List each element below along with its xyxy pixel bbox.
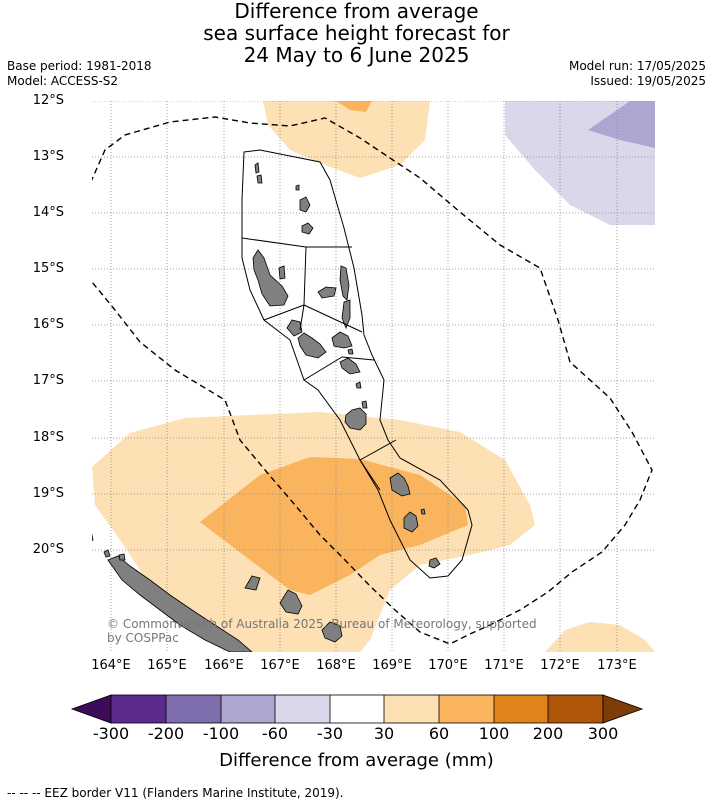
copyright-notice: © Commonwealth of Australia 2025, Bureau… [107, 617, 537, 645]
lat-label: 19°S [32, 486, 64, 501]
colorbar-bin [111, 695, 166, 723]
eez-border-dashed [92, 116, 653, 645]
issued-date: Issued: 19/05/2025 [590, 74, 706, 88]
lat-label: 18°S [32, 430, 64, 445]
lon-label: 170°E [428, 658, 468, 673]
colorbar-outline [110, 694, 604, 724]
base-period: Base period: 1981-2018 [7, 59, 152, 73]
colorbar-bin [494, 695, 548, 723]
colorbar-bin [275, 695, 330, 723]
lat-label: 16°S [32, 317, 64, 332]
lon-label: 172°E [540, 658, 580, 673]
colorbar-tick: -100 [202, 724, 240, 743]
colorbar-lower-extend [70, 694, 112, 724]
anomaly-30-60-north [263, 101, 430, 178]
lat-label: 17°S [32, 373, 64, 388]
colorbar-tick: -300 [92, 724, 130, 743]
lon-label: 165°E [147, 658, 187, 673]
model-name: Model: ACCESS-S2 [7, 74, 119, 88]
vanuatu-islands [252, 162, 441, 569]
colorbar-tick: -30 [316, 724, 344, 743]
colorbar-tick: 100 [478, 724, 510, 743]
lon-label: 169°E [372, 658, 412, 673]
lon-label: 173°E [597, 658, 637, 673]
colorbar-tick: 300 [587, 724, 619, 743]
colorbar-bin [548, 695, 603, 723]
colorbar-bin [221, 695, 275, 723]
lon-label: 167°E [260, 658, 300, 673]
vanuatu-boundaries [241, 149, 473, 579]
title-line-1: Difference from average [234, 0, 479, 23]
copyright-line-2: by COSPPac [107, 631, 179, 645]
colorbar-dividers [165, 695, 549, 723]
colorbar-title: Difference from average (mm) [219, 750, 494, 771]
lat-label: 20°S [32, 542, 64, 557]
title-line-3: 24 May to 6 June 2025 [243, 43, 470, 67]
colorbar [70, 694, 644, 724]
lat-label: 12°S [32, 93, 64, 108]
colorbar-upper-extend [602, 694, 644, 724]
title-line-2: sea surface height forecast for [203, 21, 510, 45]
colorbar-tick: 200 [532, 724, 564, 743]
colorbar-bin [166, 695, 221, 723]
map-title: Difference from average sea surface heig… [0, 0, 713, 66]
copyright-line-1: © Commonwealth of Australia 2025, Bureau… [107, 617, 537, 631]
lat-label: 13°S [32, 149, 64, 164]
map-panel [92, 101, 655, 652]
lon-label: 171°E [484, 658, 524, 673]
colorbar-bin [384, 695, 439, 723]
anomaly-neg-60-100-ne [588, 101, 655, 148]
new-caledonia-land [92, 533, 343, 652]
lat-label: 15°S [32, 261, 64, 276]
eez-footer-note: -- -- -- EEZ border V11 (Flanders Marine… [7, 786, 344, 800]
lon-label: 168°E [316, 658, 356, 673]
colorbar-tick: 30 [373, 724, 395, 743]
model-run: Model run: 17/05/2025 [568, 59, 706, 73]
colorbar-tick: -200 [147, 724, 185, 743]
lat-label: 14°S [32, 205, 64, 220]
colorbar-tick: 60 [428, 724, 450, 743]
lon-label: 166°E [204, 658, 244, 673]
colorbar-bin [439, 695, 494, 723]
lon-label: 164°E [91, 658, 131, 673]
colorbar-bin [330, 695, 384, 723]
anomaly-60-100-north [336, 101, 372, 112]
anomaly-30-60-se [545, 622, 655, 652]
colorbar-tick: -60 [261, 724, 289, 743]
meta-left: Base period: 1981-2018 Model: ACCESS-S2 [7, 59, 152, 89]
meta-right: Model run: 17/05/2025 Issued: 19/05/2025 [569, 59, 706, 89]
